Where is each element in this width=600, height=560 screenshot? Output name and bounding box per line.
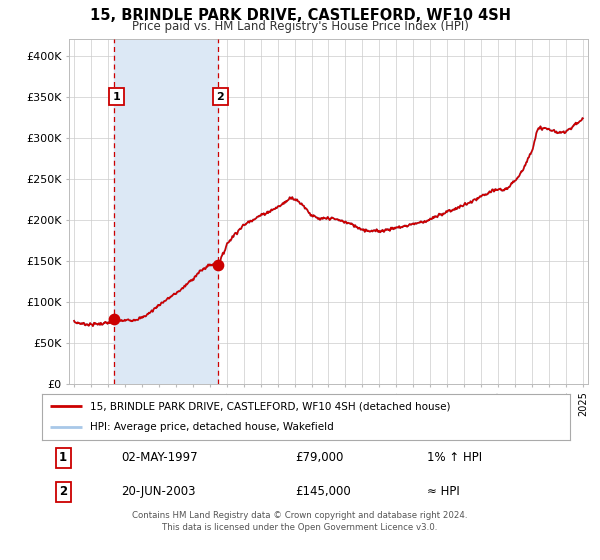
Bar: [114, 39, 218, 384]
Point: [213, 260, 223, 269]
Text: Contains HM Land Registry data © Crown copyright and database right 2024.
This d: Contains HM Land Registry data © Crown c…: [132, 511, 468, 532]
Text: 02-MAY-1997: 02-MAY-1997: [121, 451, 198, 464]
Point: [109, 314, 119, 323]
Text: £145,000: £145,000: [295, 486, 351, 498]
Text: £79,000: £79,000: [295, 451, 344, 464]
Text: 1: 1: [112, 92, 120, 101]
Text: 1: 1: [59, 451, 67, 464]
Text: 1% ↑ HPI: 1% ↑ HPI: [427, 451, 482, 464]
Text: 15, BRINDLE PARK DRIVE, CASTLEFORD, WF10 4SH (detached house): 15, BRINDLE PARK DRIVE, CASTLEFORD, WF10…: [89, 401, 450, 411]
Text: 2: 2: [59, 486, 67, 498]
Text: Price paid vs. HM Land Registry's House Price Index (HPI): Price paid vs. HM Land Registry's House …: [131, 20, 469, 32]
Text: HPI: Average price, detached house, Wakefield: HPI: Average price, detached house, Wake…: [89, 422, 333, 432]
Text: ≈ HPI: ≈ HPI: [427, 486, 460, 498]
Text: 20-JUN-2003: 20-JUN-2003: [121, 486, 196, 498]
Text: 15, BRINDLE PARK DRIVE, CASTLEFORD, WF10 4SH: 15, BRINDLE PARK DRIVE, CASTLEFORD, WF10…: [89, 8, 511, 24]
Text: 2: 2: [217, 92, 224, 101]
